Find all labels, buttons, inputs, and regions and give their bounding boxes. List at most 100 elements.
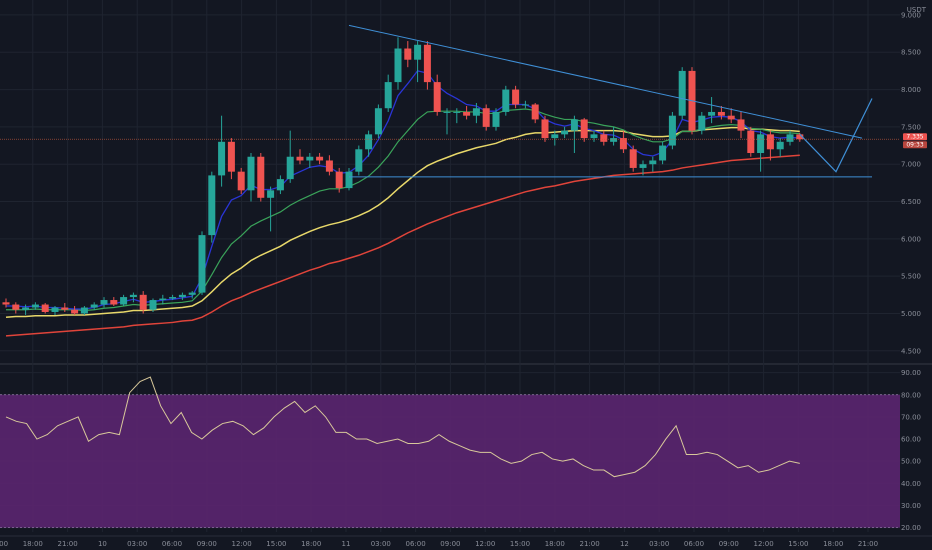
rsi-line: [5, 376, 800, 478]
candle-body: [237, 171, 245, 191]
countdown-tag: [903, 141, 927, 149]
rsi-band: [0, 394, 900, 528]
time-tick-label: 12:00: [754, 540, 774, 548]
candle-body: [218, 141, 226, 176]
candle-body: [619, 138, 627, 150]
candle-body: [472, 108, 480, 116]
candle-body: [453, 111, 461, 113]
price-tick-label: 7.500: [901, 123, 921, 131]
price-tick-label: 9.000: [901, 11, 921, 19]
candle-body: [31, 304, 39, 308]
candle-body: [335, 171, 343, 189]
candle-body: [51, 307, 59, 312]
candle-body: [786, 134, 794, 142]
time-tick-label: 15:00: [266, 540, 286, 548]
time-tick-label: 03:00: [371, 540, 391, 548]
candle-body: [325, 160, 333, 172]
price-tick-label: 5.500: [901, 273, 921, 281]
price-tick-label: 6.500: [901, 198, 921, 206]
price-tick-label: 6.000: [901, 235, 921, 243]
time-tick-label: 15:00: [0, 540, 8, 548]
price-tick-label: 4.500: [901, 347, 921, 355]
rsi-tick-label: 70.00: [901, 413, 921, 421]
time-tick-label: 06:00: [684, 540, 704, 548]
candle-body: [90, 304, 98, 308]
time-tick-label: 12:00: [475, 540, 495, 548]
time-tick-label: 15:00: [788, 540, 808, 548]
candle-body: [727, 115, 735, 120]
time-tick-label: 10: [98, 540, 107, 548]
candle-body: [22, 307, 30, 310]
candle-body: [639, 164, 647, 168]
countdown-label: 09:33: [906, 142, 923, 149]
candle-body: [286, 156, 294, 180]
time-tick-label: 18:00: [545, 540, 565, 548]
price-tick-label: 5.000: [901, 310, 921, 318]
candle-body: [120, 297, 128, 305]
candle-body: [129, 294, 137, 298]
time-tick-label: 11: [342, 540, 351, 548]
candle-body: [178, 294, 186, 298]
candle-body: [717, 111, 725, 116]
candle-body: [629, 149, 637, 168]
time-tick-label: 09:00: [197, 540, 217, 548]
time-tick-label: 21:00: [580, 540, 600, 548]
candle-body: [757, 134, 765, 154]
descending-trendline: [348, 24, 863, 139]
candle-body: [355, 149, 363, 172]
candle-body: [365, 134, 373, 150]
candle-body: [257, 156, 265, 198]
candle-body: [541, 119, 549, 139]
time-tick-label: 12:00: [232, 540, 252, 548]
current-price-label: 7.335: [906, 134, 923, 141]
candle-body: [296, 156, 304, 161]
candle-body: [678, 70, 686, 116]
ema-long-line: [5, 154, 800, 337]
time-tick-label: 15:00: [510, 540, 530, 548]
candle-body: [482, 108, 490, 127]
overlays: [0, 24, 900, 178]
candle-body: [443, 111, 451, 113]
time-axis[interactable]: 15:00 18:00 21:00 10 03:00 06:00 09:00 12:00 15:…: [0, 540, 878, 548]
projection-path: [799, 98, 873, 173]
candle-body: [521, 104, 529, 106]
candle-body: [531, 104, 539, 120]
candle-body: [267, 190, 275, 198]
time-tick-label: 03:00: [649, 540, 669, 548]
candle-body: [404, 48, 412, 60]
candle-body: [374, 108, 382, 135]
ema-fast-line: [6, 70, 800, 310]
candle-body: [708, 111, 716, 116]
candle-body: [668, 115, 676, 146]
rsi-axis[interactable]: 90.00 80.00 70.00 60.00 50.00 40.00 30.00 20.00: [901, 369, 921, 532]
candle-body: [649, 160, 657, 165]
time-tick-label: 03:00: [127, 540, 147, 548]
candle-body: [737, 119, 745, 131]
candle-body: [423, 44, 431, 83]
candle-body: [61, 307, 69, 310]
candle-body: [512, 89, 520, 105]
time-tick-label: 06:00: [406, 540, 426, 548]
candle-body: [316, 156, 324, 161]
price-tick-label: 8.500: [901, 49, 921, 57]
candle-body: [796, 134, 804, 140]
time-tick-label: 09:00: [440, 540, 460, 548]
price-unit-label: USDT: [907, 6, 927, 14]
time-tick-label: 18:00: [23, 540, 43, 548]
candle-body: [502, 89, 510, 112]
candle-body: [71, 309, 79, 314]
candle-body: [659, 145, 667, 161]
rsi-tick-label: 80.00: [901, 391, 921, 399]
candle-body: [247, 156, 255, 191]
price-axis[interactable]: 9.000 8.500 8.000 7.500 7.000 6.500 6.000 5.500…: [901, 11, 927, 355]
candle-body: [776, 141, 784, 150]
candle-body: [159, 298, 167, 301]
candle-body: [590, 134, 598, 139]
candle-body: [600, 134, 608, 142]
candle-body: [110, 300, 118, 305]
candle-body: [747, 130, 755, 154]
ema-mid-line: [6, 108, 800, 312]
candle-body: [227, 141, 235, 172]
